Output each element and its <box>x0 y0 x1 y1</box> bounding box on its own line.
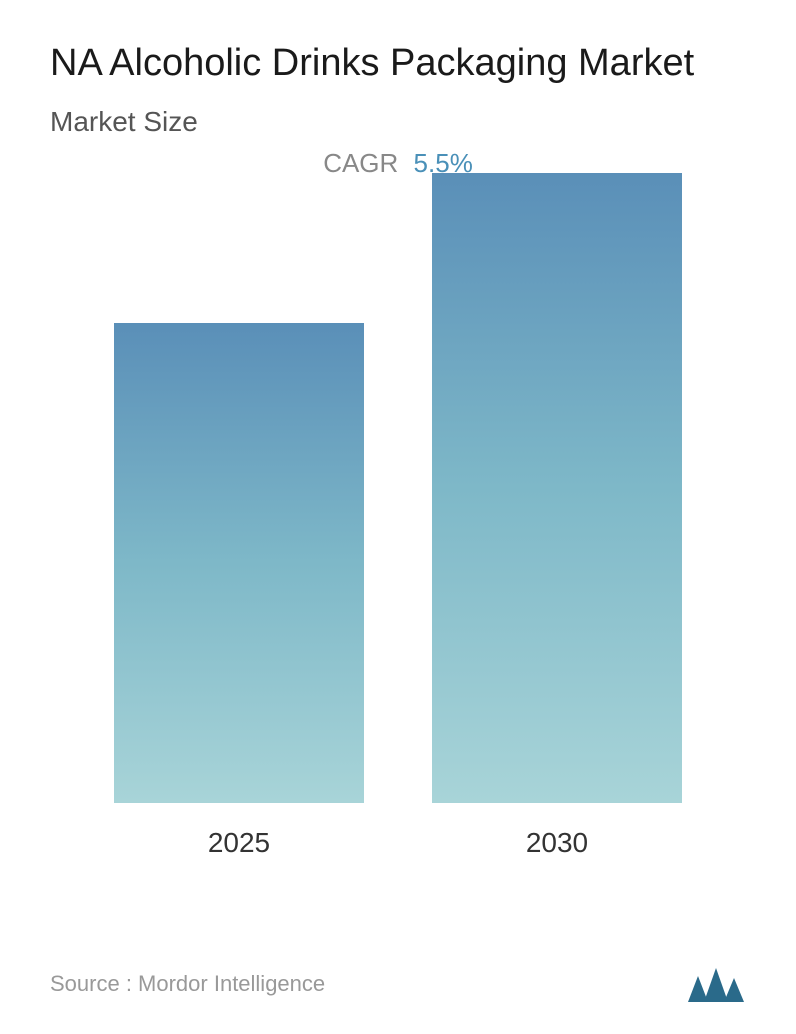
logo-icon <box>686 964 746 1004</box>
cagr-label: CAGR <box>323 148 398 178</box>
chart-area: 2025 2030 <box>50 219 746 859</box>
bar-1 <box>432 173 682 803</box>
chart-subtitle: Market Size <box>50 106 746 138</box>
source-text: Source : Mordor Intelligence <box>50 971 325 997</box>
bar-0 <box>114 323 364 803</box>
chart-title: NA Alcoholic Drinks Packaging Market <box>50 40 746 88</box>
bar-label-1: 2030 <box>526 827 588 859</box>
bar-group-0: 2025 <box>109 323 369 859</box>
bar-label-0: 2025 <box>208 827 270 859</box>
bar-group-1: 2030 <box>427 173 687 859</box>
footer: Source : Mordor Intelligence <box>50 964 746 1004</box>
